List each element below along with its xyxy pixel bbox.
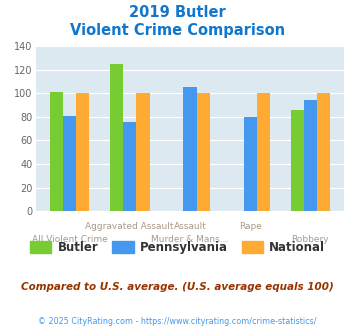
Text: © 2025 CityRating.com - https://www.cityrating.com/crime-statistics/: © 2025 CityRating.com - https://www.city…	[38, 317, 317, 326]
Bar	[317, 93, 330, 211]
Bar	[183, 87, 197, 211]
Text: Compared to U.S. average. (U.S. average equals 100): Compared to U.S. average. (U.S. average …	[21, 282, 334, 292]
Bar	[76, 93, 89, 211]
Bar	[257, 93, 270, 211]
Bar	[244, 117, 257, 211]
Bar	[136, 93, 149, 211]
Bar	[123, 122, 136, 211]
Text: Rape: Rape	[239, 222, 262, 231]
Text: 2019 Butler: 2019 Butler	[129, 5, 226, 20]
Bar	[63, 116, 76, 211]
Bar	[110, 64, 123, 211]
Text: Murder & Mans...: Murder & Mans...	[151, 235, 229, 244]
Text: Aggravated Assault: Aggravated Assault	[86, 222, 174, 231]
Text: Assault: Assault	[174, 222, 206, 231]
Bar	[197, 93, 210, 211]
Text: All Violent Crime: All Violent Crime	[32, 235, 107, 244]
Bar	[50, 92, 63, 211]
Bar	[290, 110, 304, 211]
Bar	[304, 100, 317, 211]
Legend: Butler, Pennsylvania, National: Butler, Pennsylvania, National	[26, 236, 329, 259]
Text: Violent Crime Comparison: Violent Crime Comparison	[70, 23, 285, 38]
Text: Robbery: Robbery	[291, 235, 329, 244]
